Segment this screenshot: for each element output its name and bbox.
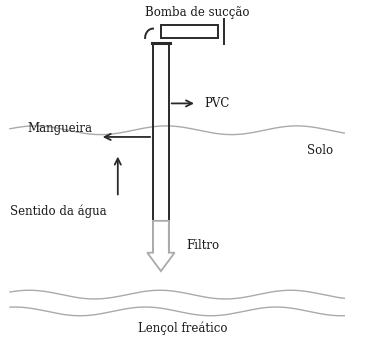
Text: Filtro: Filtro <box>186 239 219 252</box>
Bar <box>161 25 218 38</box>
Text: Sentido da água: Sentido da água <box>10 204 107 218</box>
Text: Mangueira: Mangueira <box>28 122 93 135</box>
Text: Bomba de sucção: Bomba de sucção <box>145 6 249 19</box>
Polygon shape <box>147 221 174 271</box>
Text: PVC: PVC <box>204 97 230 110</box>
Text: Solo: Solo <box>307 144 334 157</box>
Text: Lençol freático: Lençol freático <box>138 322 227 335</box>
